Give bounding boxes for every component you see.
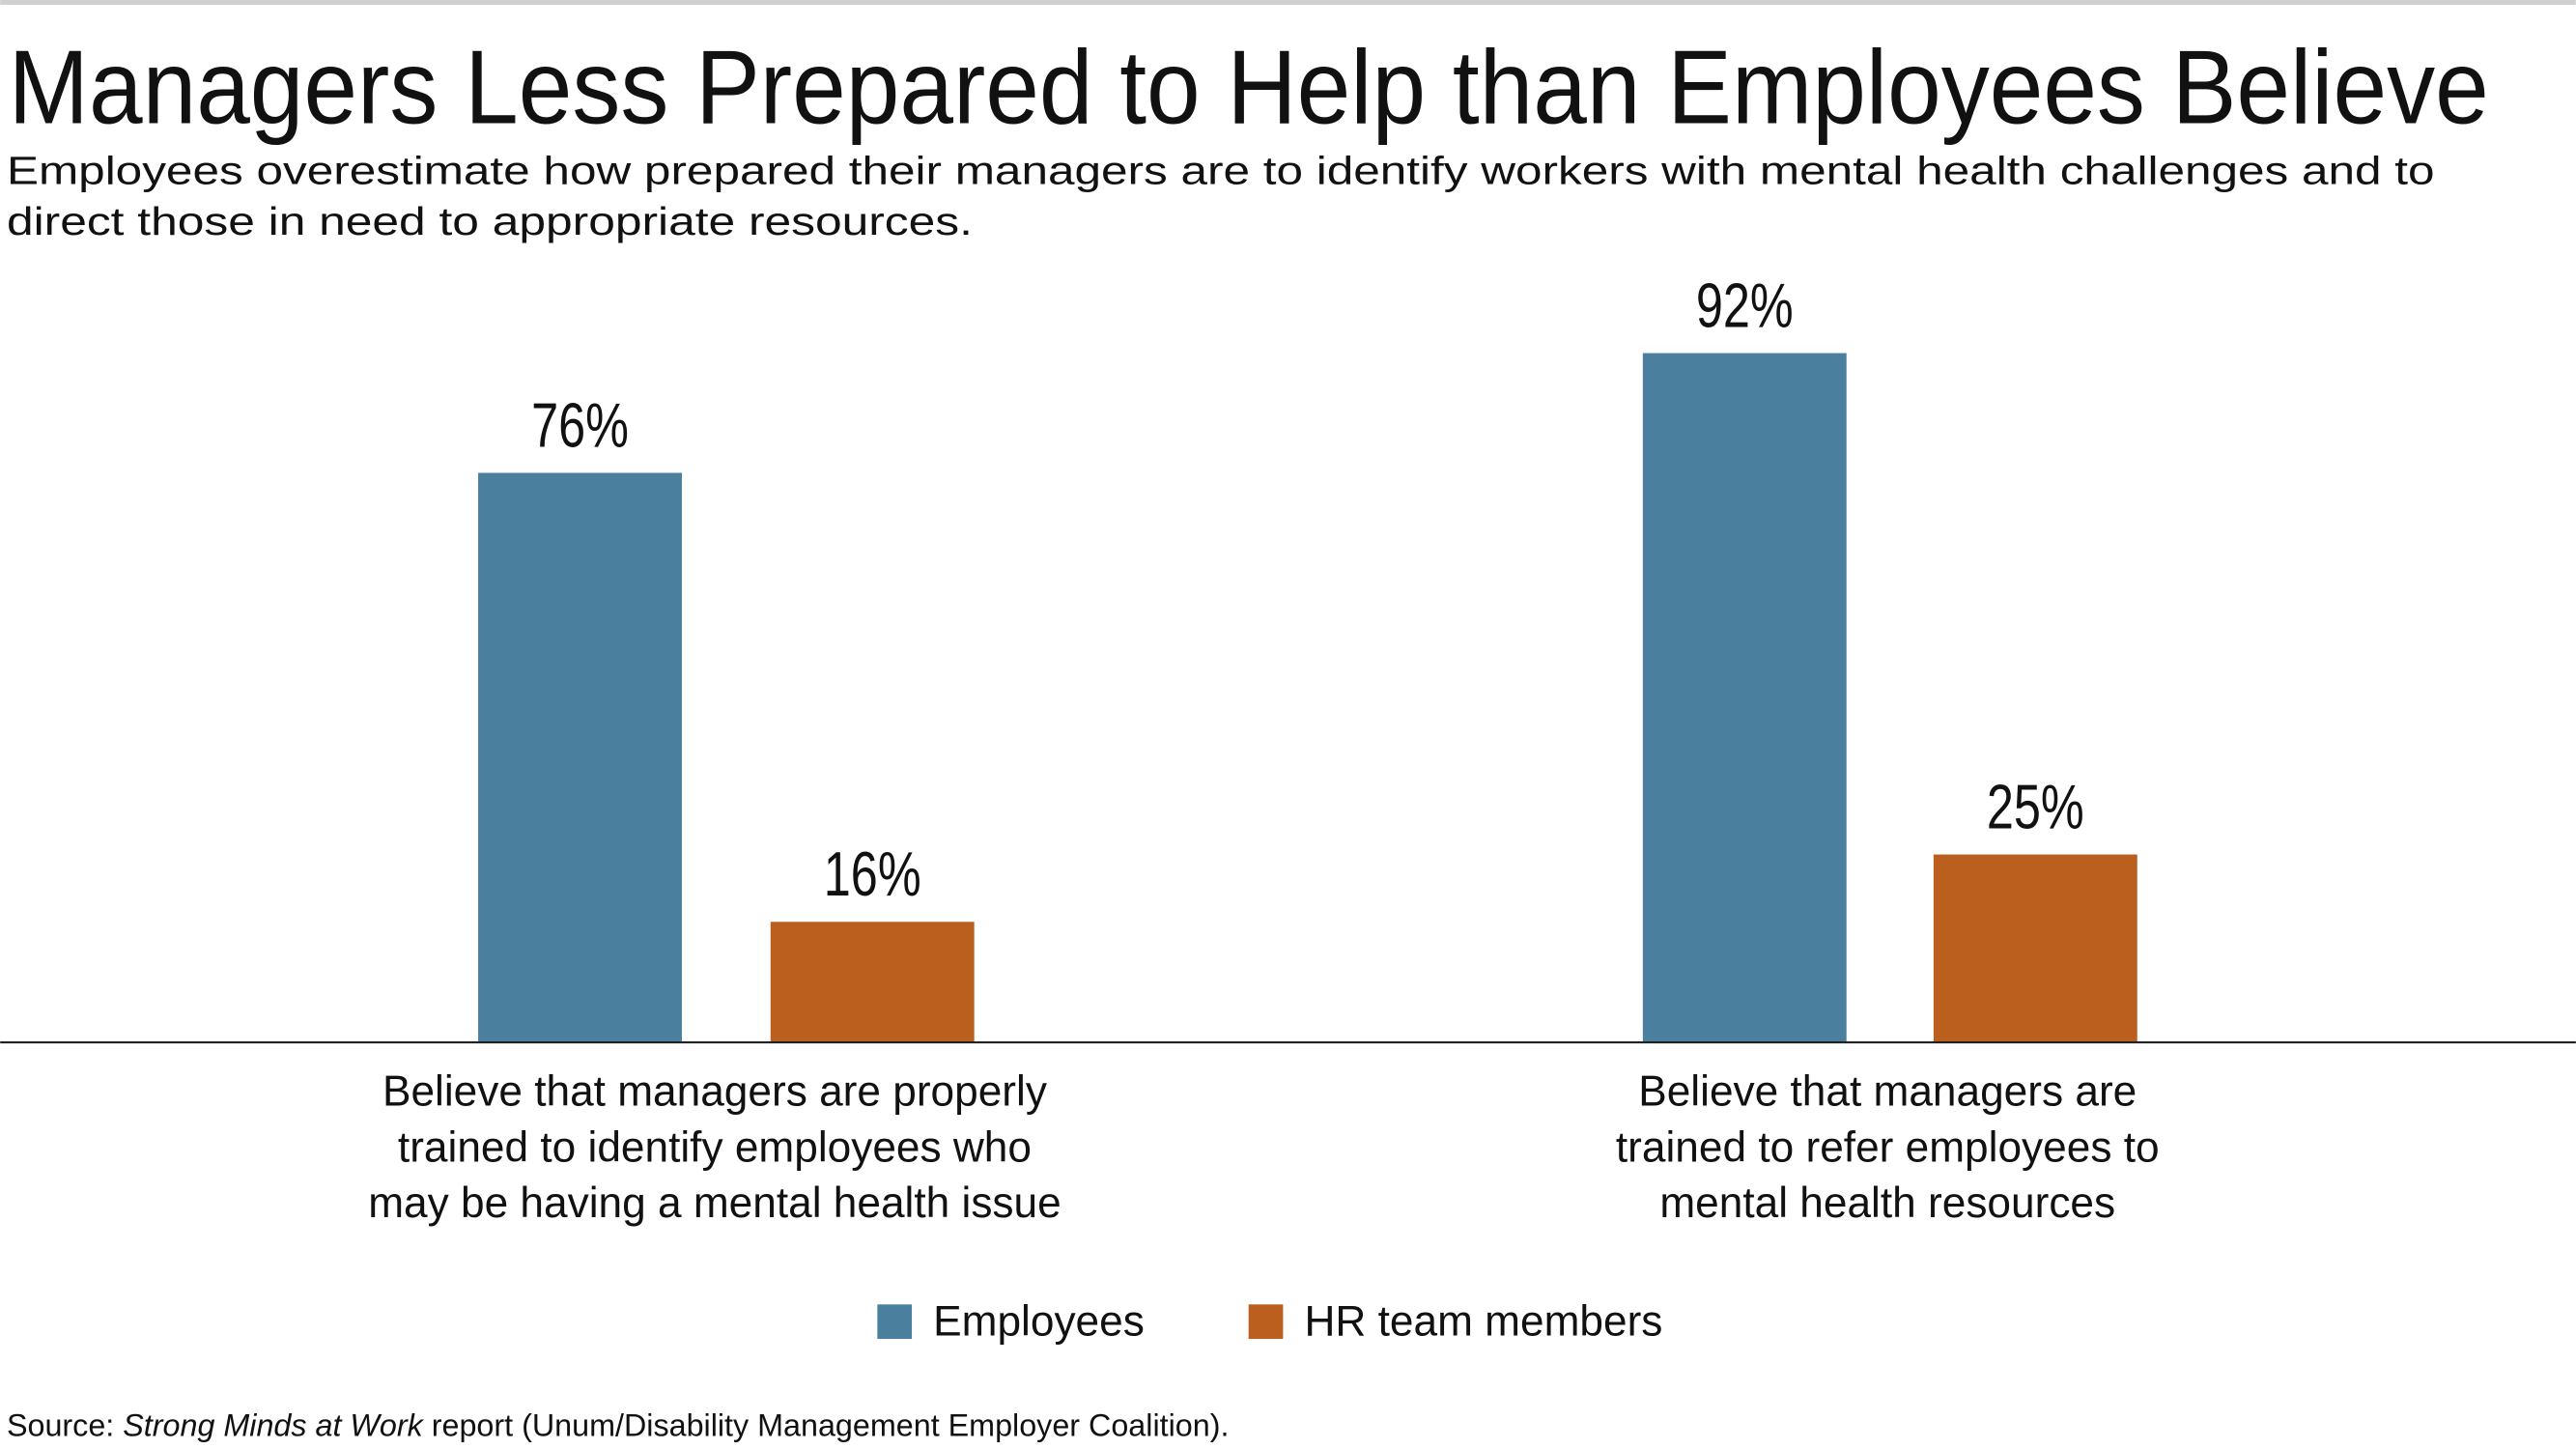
category-label-line: may be having a mental health issue bbox=[368, 1179, 1062, 1227]
category-label-line: Believe that managers are properly bbox=[382, 1068, 1048, 1116]
bar-hr-team-members-1 bbox=[770, 922, 975, 1042]
source-suffix: report (Unum/Disability Management Emplo… bbox=[423, 1407, 1230, 1442]
bar-employees-1 bbox=[478, 472, 682, 1042]
top-rule bbox=[0, 0, 2576, 6]
legend-label: Employees bbox=[933, 1298, 1145, 1346]
category-label-line: trained to refer employees to bbox=[1616, 1123, 2160, 1171]
data-label: 92% bbox=[1696, 271, 1794, 340]
chart-subtitle-line-2: direct those in need to appropriate reso… bbox=[7, 199, 973, 243]
chart-subtitle-line-1: Employees overestimate how prepared thei… bbox=[7, 148, 2435, 192]
category-label-line: trained to identify employees who bbox=[398, 1123, 1032, 1171]
bar-employees-2 bbox=[1642, 353, 1847, 1042]
category-label-line: mental health resources bbox=[1659, 1179, 2115, 1227]
source-note: Source: Strong Minds at Work report (Unu… bbox=[7, 1407, 1229, 1442]
data-label: 76% bbox=[531, 391, 629, 460]
bar-hr-team-members-2 bbox=[1933, 854, 2137, 1042]
source-report-title: Strong Minds at Work bbox=[123, 1407, 424, 1442]
chart-title: Managers Less Prepared to Help than Empl… bbox=[9, 29, 2489, 147]
data-label: 16% bbox=[824, 840, 921, 909]
category-label-line: Believe that managers are bbox=[1638, 1068, 2137, 1116]
source-prefix: Source: bbox=[7, 1407, 123, 1442]
legend-label: HR team members bbox=[1305, 1298, 1663, 1346]
data-label: 25% bbox=[1987, 773, 2084, 841]
legend-swatch bbox=[877, 1304, 913, 1340]
legend-swatch bbox=[1248, 1304, 1284, 1340]
